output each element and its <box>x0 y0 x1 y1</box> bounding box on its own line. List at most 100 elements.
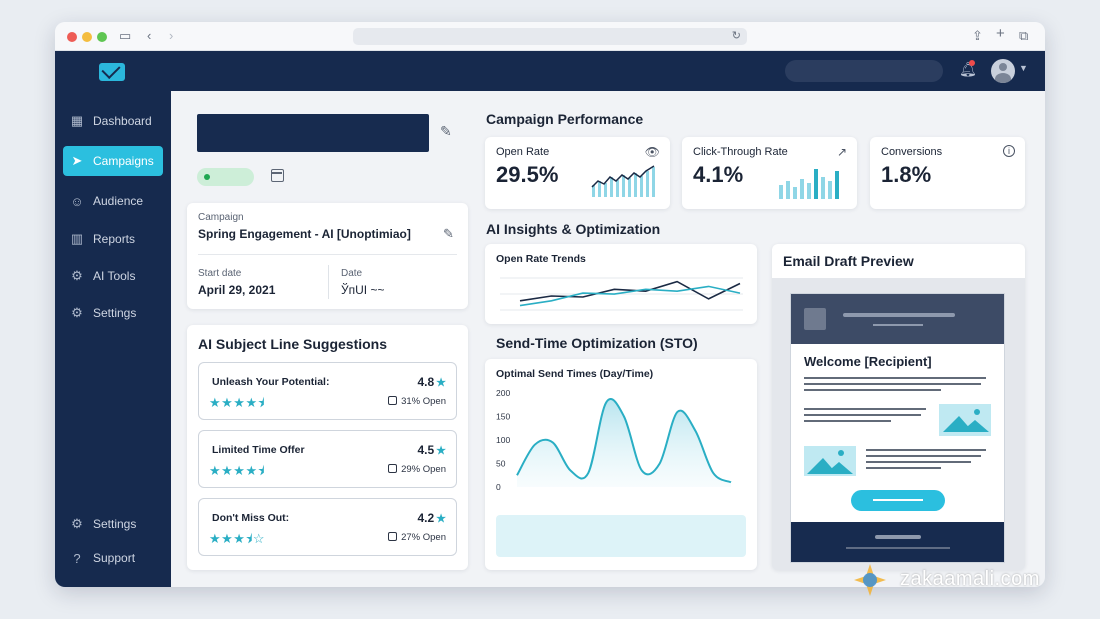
divider <box>328 265 329 299</box>
new-tab-icon[interactable]: + <box>996 25 1005 42</box>
sidebar-item-settings-bottom[interactable]: ⚙ Settings <box>63 509 163 539</box>
series-line <box>516 398 732 484</box>
close-window-button[interactable] <box>67 32 77 42</box>
checkbox-icon <box>388 464 398 473</box>
series-area <box>517 399 731 487</box>
bar-chart-icon: ▥ <box>70 231 84 246</box>
sidebar-item-label: AI Tools <box>93 269 136 283</box>
edit-campaign-icon[interactable]: ✎ <box>443 226 454 241</box>
suggestion-item[interactable]: Don't Miss Out: ★★★⯨☆ 4.2 ★ 27% Open <box>198 498 457 556</box>
gear-icon: ⚙ <box>71 268 83 283</box>
spark-bar <box>604 183 607 197</box>
sto-card: Optimal Send Times (Day/Time) 0 50 100 150 2… <box>485 359 757 570</box>
sto-heading: Send-Time Optimization (STO) <box>496 335 698 351</box>
external-link-icon[interactable]: ↗ <box>836 145 847 159</box>
chart-title: Optimal Send Times (Day/Time) <box>496 368 654 380</box>
spark-bar-highlight <box>835 171 839 199</box>
spark-line <box>591 165 655 188</box>
divider <box>198 254 457 255</box>
edit-title-icon[interactable]: ✎ <box>440 123 452 139</box>
maximize-window-button[interactable] <box>97 32 107 42</box>
suggestion-item[interactable]: Limited Time Offer ★★★★⯨ 4.5 ★ 29% Open <box>198 430 457 488</box>
kpi-value: 4.1% <box>693 162 744 187</box>
sidebar-item-settings[interactable]: ⚙ Settings <box>63 298 163 328</box>
kpi-value: 29.5% <box>496 162 559 187</box>
sidebar-item-label: Settings <box>93 517 137 531</box>
spark-bar <box>616 180 619 197</box>
start-date-label: Start date <box>198 268 242 279</box>
sidebar-item-dashboard[interactable]: ▦ Dashboard <box>63 106 163 136</box>
spark-bar <box>592 185 595 197</box>
insights-heading: AI Insights & Optimization <box>486 221 661 237</box>
sidebar-item-label: Reports <box>93 232 136 246</box>
sidebar-item-campaigns[interactable]: ➤ Campaigns <box>63 146 163 176</box>
avatar[interactable] <box>991 59 1015 83</box>
tabs-overview-icon[interactable]: ⧉ <box>1019 28 1029 43</box>
calendar-icon[interactable] <box>271 169 284 182</box>
email-logo-placeholder <box>804 308 826 330</box>
sidebar-item-reports[interactable]: ▥ Reports <box>63 224 163 254</box>
open-rate-trend-chart <box>500 277 743 311</box>
sidebar-item-audience[interactable]: ☺ Audience <box>63 186 163 216</box>
top-bar: 🔔︎ ▼ <box>171 51 1045 91</box>
sidebar-item-support[interactable]: ? Support <box>63 543 163 573</box>
spark-bar <box>640 176 643 197</box>
minimize-window-button[interactable] <box>82 32 92 42</box>
suggestion-score: 4.2 ★ <box>417 511 446 525</box>
suggestion-score: 4.5 ★ <box>417 443 446 457</box>
info-icon[interactable]: i <box>1003 145 1015 157</box>
rating-stars: ★★★⯨☆ <box>209 531 266 546</box>
email-cta-button[interactable] <box>851 490 945 511</box>
kpi-value: 1.8% <box>881 162 932 187</box>
search-input[interactable] <box>785 60 943 82</box>
email-header-line <box>873 324 923 326</box>
suggestion-score: 4.8 ★ <box>417 375 446 389</box>
email-preview-heading: Email Draft Preview <box>783 253 914 269</box>
suggestion-item[interactable]: Unleash Your Potential: ★★★★⯨ 4.8 ★ 31% O… <box>198 362 457 420</box>
y-tick-label: 100 <box>496 435 510 445</box>
sidebar-item-label: Audience <box>93 194 144 208</box>
y-tick-label: 200 <box>496 388 510 398</box>
y-tick-label: 150 <box>496 412 510 422</box>
spark-bar <box>628 178 631 197</box>
spark-bar <box>646 171 649 197</box>
sidebar-item-ai-tools[interactable]: ⚙ AI Tools <box>63 261 163 291</box>
mail-logo-icon[interactable] <box>99 63 125 81</box>
checkbox-icon <box>388 396 398 405</box>
star-icon: ★ <box>436 377 446 389</box>
email-draft: Welcome [Recipient] <box>790 293 1005 563</box>
kpi-card-ctr: Click-Through Rate 4.1% ↗ <box>682 137 857 209</box>
sidebar-toggle-icon[interactable]: ▭ <box>119 28 132 43</box>
users-icon: ☺ <box>70 193 84 209</box>
address-bar[interactable]: ↻ <box>353 28 747 45</box>
share-icon[interactable]: ⇪ <box>972 28 983 43</box>
kpi-title: Click-Through Rate <box>693 146 788 158</box>
suggestions-heading: AI Subject Line Suggestions <box>198 336 388 352</box>
kpi-title: Conversions <box>881 146 943 158</box>
email-title: Welcome [Recipient] <box>804 354 932 369</box>
email-preview-header <box>772 244 1025 278</box>
performance-heading: Campaign Performance <box>486 111 644 127</box>
help-icon: ? <box>73 550 81 566</box>
email-body-lines <box>804 377 991 476</box>
reload-icon[interactable]: ↻ <box>731 30 741 42</box>
date-label: Date <box>341 268 363 279</box>
subject-suggestions-card: AI Subject Line Suggestions Unleash Your… <box>187 325 468 570</box>
campaign-label: Campaign <box>198 212 244 223</box>
checkbox-icon <box>388 532 398 541</box>
star-icon: ★ <box>436 445 446 457</box>
suggestion-title: Limited Time Offer <box>212 444 305 456</box>
email-header <box>791 294 1004 344</box>
forward-icon[interactable]: › <box>169 28 174 43</box>
campaign-title-placeholder <box>197 114 429 152</box>
series-line <box>519 280 741 302</box>
spark-bar <box>821 177 825 199</box>
eye-icon[interactable]: 👁︎ <box>644 145 660 159</box>
sidebar-item-label: Campaigns <box>93 154 154 168</box>
campaign-info-card: Campaign Spring Engagement - AI [Unoptim… <box>187 203 468 309</box>
status-badge <box>197 168 254 186</box>
spark-bar <box>610 177 613 197</box>
suggestion-title: Don't Miss Out: <box>212 512 290 524</box>
back-icon[interactable]: ‹ <box>147 28 152 43</box>
chevron-down-icon[interactable]: ▼ <box>1019 63 1028 73</box>
